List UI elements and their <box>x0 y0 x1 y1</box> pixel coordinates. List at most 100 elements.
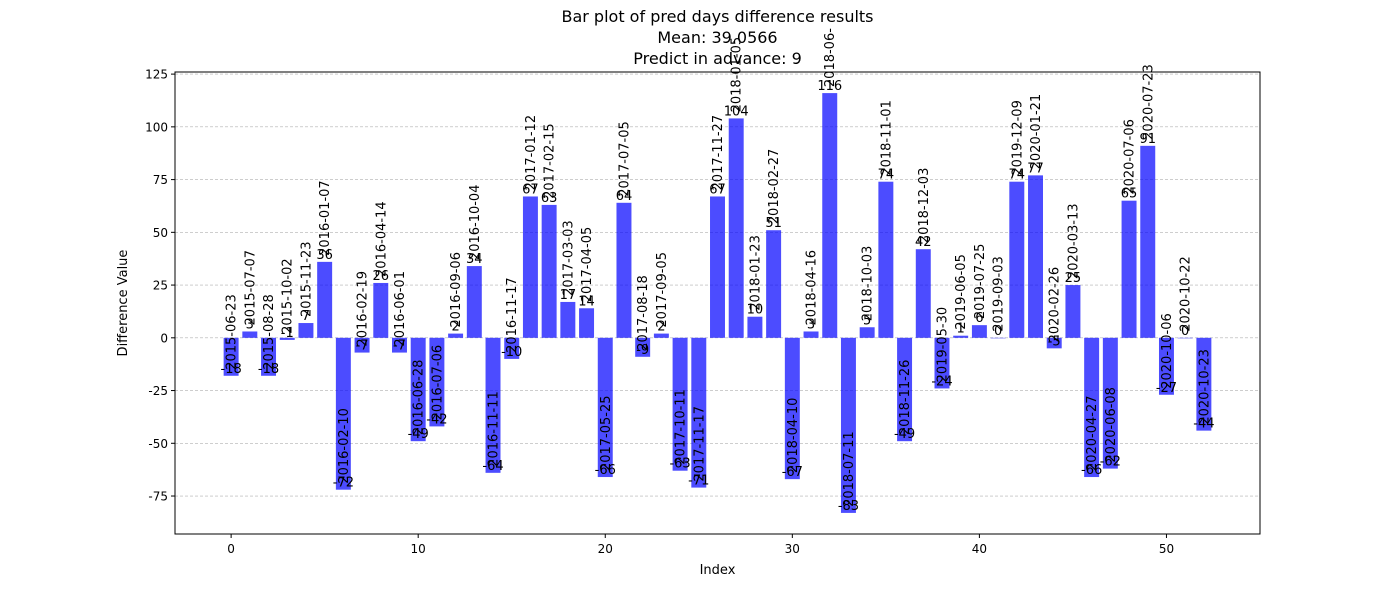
bar <box>747 316 763 338</box>
value-label: 67 <box>709 182 726 197</box>
date-label: 2015-11-23 <box>299 241 314 317</box>
bar <box>1196 337 1212 431</box>
y-tick-label: -25 <box>148 384 168 398</box>
date-label: 2017-02-15 <box>543 123 558 199</box>
date-label: 2018-04-16 <box>805 250 820 326</box>
date-label: 2015-07-07 <box>243 250 258 326</box>
value-label: 25 <box>1065 271 1082 286</box>
date-label: 2020-07-23 <box>1141 64 1156 140</box>
bar <box>298 323 314 338</box>
bar <box>261 337 277 376</box>
value-label: -5 <box>1048 334 1061 349</box>
value-label: 6 <box>975 311 983 326</box>
bar <box>1065 285 1081 338</box>
y-tick-label: 0 <box>160 331 168 345</box>
value-label: -62 <box>1100 455 1121 470</box>
bar <box>392 337 407 353</box>
value-label: -1 <box>281 326 294 341</box>
y-axis-ticks: -75 -50 -25 0 25 50 75 100 125 <box>145 68 175 504</box>
date-label: 2020-03-13 <box>1066 204 1081 280</box>
value-label: -49 <box>894 427 915 442</box>
x-axis-ticks: 0 10 20 30 40 50 <box>227 534 1174 556</box>
date-label: 2018-01-23 <box>748 235 763 311</box>
bar <box>803 331 819 338</box>
bar <box>878 181 894 338</box>
bar <box>1084 337 1100 478</box>
value-label: 74 <box>1009 168 1026 183</box>
bar <box>691 337 707 488</box>
value-label: -49 <box>408 427 429 442</box>
value-label: 2 <box>657 320 665 335</box>
x-tick-label: 40 <box>972 542 987 556</box>
bar <box>448 333 464 338</box>
bar <box>1028 175 1043 338</box>
value-label: -24 <box>931 374 952 389</box>
chart-title-line-1: Bar plot of pred days difference results <box>561 7 873 26</box>
date-label: 2016-01-07 <box>318 180 333 256</box>
date-label: 2019-05-30 <box>935 307 950 383</box>
value-label: 0 <box>994 324 1002 339</box>
bar <box>710 196 725 338</box>
bar <box>653 333 669 338</box>
bar <box>915 249 931 338</box>
value-label: 91 <box>1139 132 1156 147</box>
bar <box>410 337 426 442</box>
date-label: 2017-10-11 <box>674 389 689 465</box>
value-label: -44 <box>1193 417 1214 432</box>
date-label: 2017-04-05 <box>580 227 595 303</box>
bar <box>485 337 501 473</box>
value-label: 3 <box>807 317 815 332</box>
date-label: 2018-10-03 <box>861 246 876 322</box>
date-label: 2017-11-27 <box>711 115 726 191</box>
bar <box>766 230 782 338</box>
date-label: 2015-10-02 <box>281 258 296 334</box>
x-tick-label: 0 <box>227 542 235 556</box>
y-tick-label: 25 <box>153 279 168 293</box>
value-label: 2 <box>451 320 459 335</box>
date-label: 2016-04-14 <box>374 201 389 277</box>
x-tick-label: 50 <box>1159 542 1174 556</box>
chart-title-line-2: Mean: 39.0566 <box>657 28 777 47</box>
date-label: 2020-04-27 <box>1085 395 1100 471</box>
value-label: -9 <box>636 343 649 358</box>
value-label: -66 <box>1081 463 1102 478</box>
value-label: 77 <box>1027 161 1044 176</box>
date-label: 2019-06-05 <box>954 254 969 330</box>
bar <box>429 337 445 427</box>
date-label: 2016-10-04 <box>468 185 483 261</box>
bar <box>934 337 950 389</box>
date-label: 2020-06-08 <box>1104 387 1119 463</box>
value-label: 26 <box>373 269 390 284</box>
bar <box>672 337 688 471</box>
bar <box>373 282 389 338</box>
date-label: 2016-02-10 <box>337 408 352 484</box>
date-label: 2016-06-01 <box>393 271 408 347</box>
bar <box>1158 337 1174 395</box>
value-label: 1 <box>957 322 965 337</box>
date-label: 2017-07-05 <box>617 121 632 197</box>
date-label: 2017-09-05 <box>655 252 670 328</box>
bar <box>1046 337 1062 349</box>
value-label: 36 <box>316 248 333 263</box>
plot-frame <box>174 71 1261 535</box>
bar <box>597 337 613 478</box>
bars <box>223 93 1212 513</box>
date-label: 2018-01-05 <box>730 37 745 113</box>
bar <box>635 337 651 357</box>
bar <box>541 204 557 338</box>
bar <box>317 261 333 338</box>
value-label: 51 <box>765 216 782 231</box>
bar <box>1009 181 1025 338</box>
date-label: 2017-05-25 <box>599 395 614 471</box>
value-label: -18 <box>258 362 279 377</box>
value-label: 5 <box>863 313 871 328</box>
date-label: 2019-09-03 <box>992 256 1007 332</box>
value-label: 74 <box>878 168 895 183</box>
date-label: 2017-01-12 <box>524 115 539 191</box>
value-label: 67 <box>522 182 539 197</box>
date-label: 2019-12-09 <box>1010 100 1025 176</box>
date-label: 2020-10-23 <box>1197 349 1212 425</box>
bar <box>840 337 856 513</box>
bar <box>859 327 875 338</box>
